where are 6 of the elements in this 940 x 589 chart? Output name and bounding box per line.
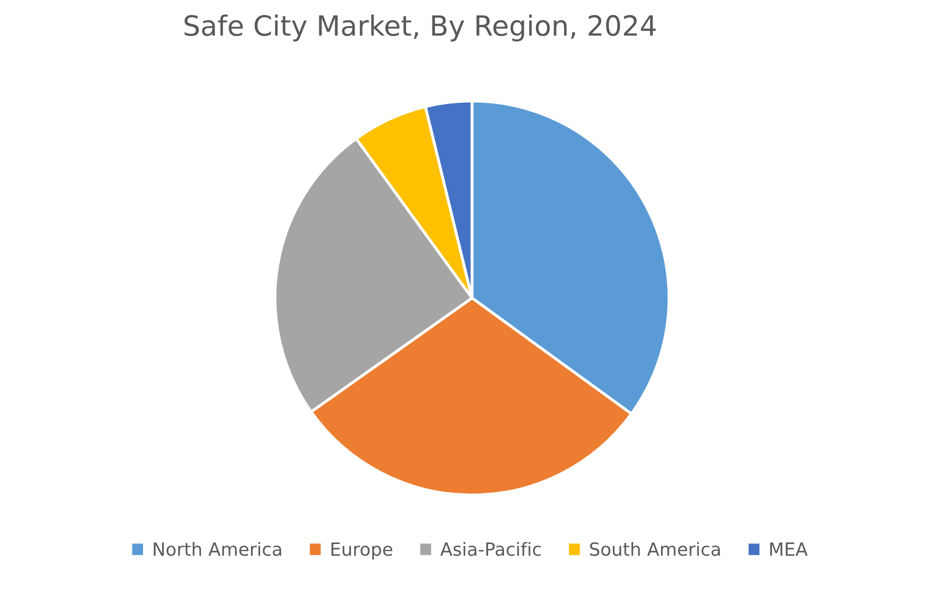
legend-label: Asia-Pacific (440, 542, 541, 556)
legend-label: South America (590, 542, 720, 556)
chart-title: Safe City Market, By Region, 2024 (184, 14, 656, 42)
legend-label: MEA (770, 542, 808, 556)
legend-label: North America (154, 542, 282, 556)
legend-label: Europe (331, 542, 392, 560)
